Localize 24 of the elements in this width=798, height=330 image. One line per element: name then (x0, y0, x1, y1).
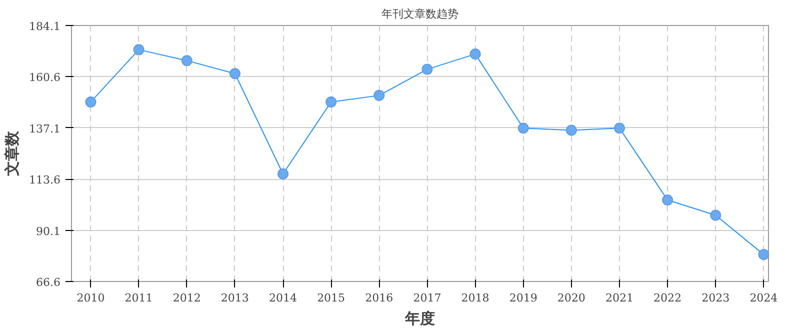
y-tick-label: 137.1 (29, 122, 61, 136)
y-tick-label: 160.6 (29, 71, 61, 84)
x-tick-label: 2013 (220, 292, 249, 304)
x-tick-label: 2017 (413, 292, 442, 304)
x-axis-title: 年度 (404, 310, 435, 328)
x-tick-label: 2024 (750, 292, 778, 304)
x-tick-label: 2023 (702, 292, 730, 304)
y-tick-label: 66.6 (36, 276, 61, 289)
chart-title: 年刊文章数趋势 (382, 8, 458, 20)
x-tick-label: 2014 (269, 292, 298, 304)
x-tick-label: 2021 (605, 292, 634, 304)
x-tick-label: 2019 (509, 292, 538, 304)
x-tick-label: 2011 (124, 292, 153, 304)
y-tick-label: 184.1 (29, 20, 61, 33)
x-tick-label: 2010 (76, 292, 105, 304)
y-tick-label: 90.1 (36, 224, 61, 238)
x-tick-label: 2012 (172, 292, 201, 304)
x-tick-label: 2020 (557, 292, 586, 304)
y-tick-label: 113.6 (29, 174, 61, 187)
x-tick-label: 2016 (365, 292, 394, 304)
x-tick-label: 2022 (654, 292, 682, 304)
y-axis-title: 文章数 (3, 130, 22, 177)
x-tick-label: 2018 (461, 292, 490, 304)
x-tick-label: 2015 (317, 292, 346, 304)
